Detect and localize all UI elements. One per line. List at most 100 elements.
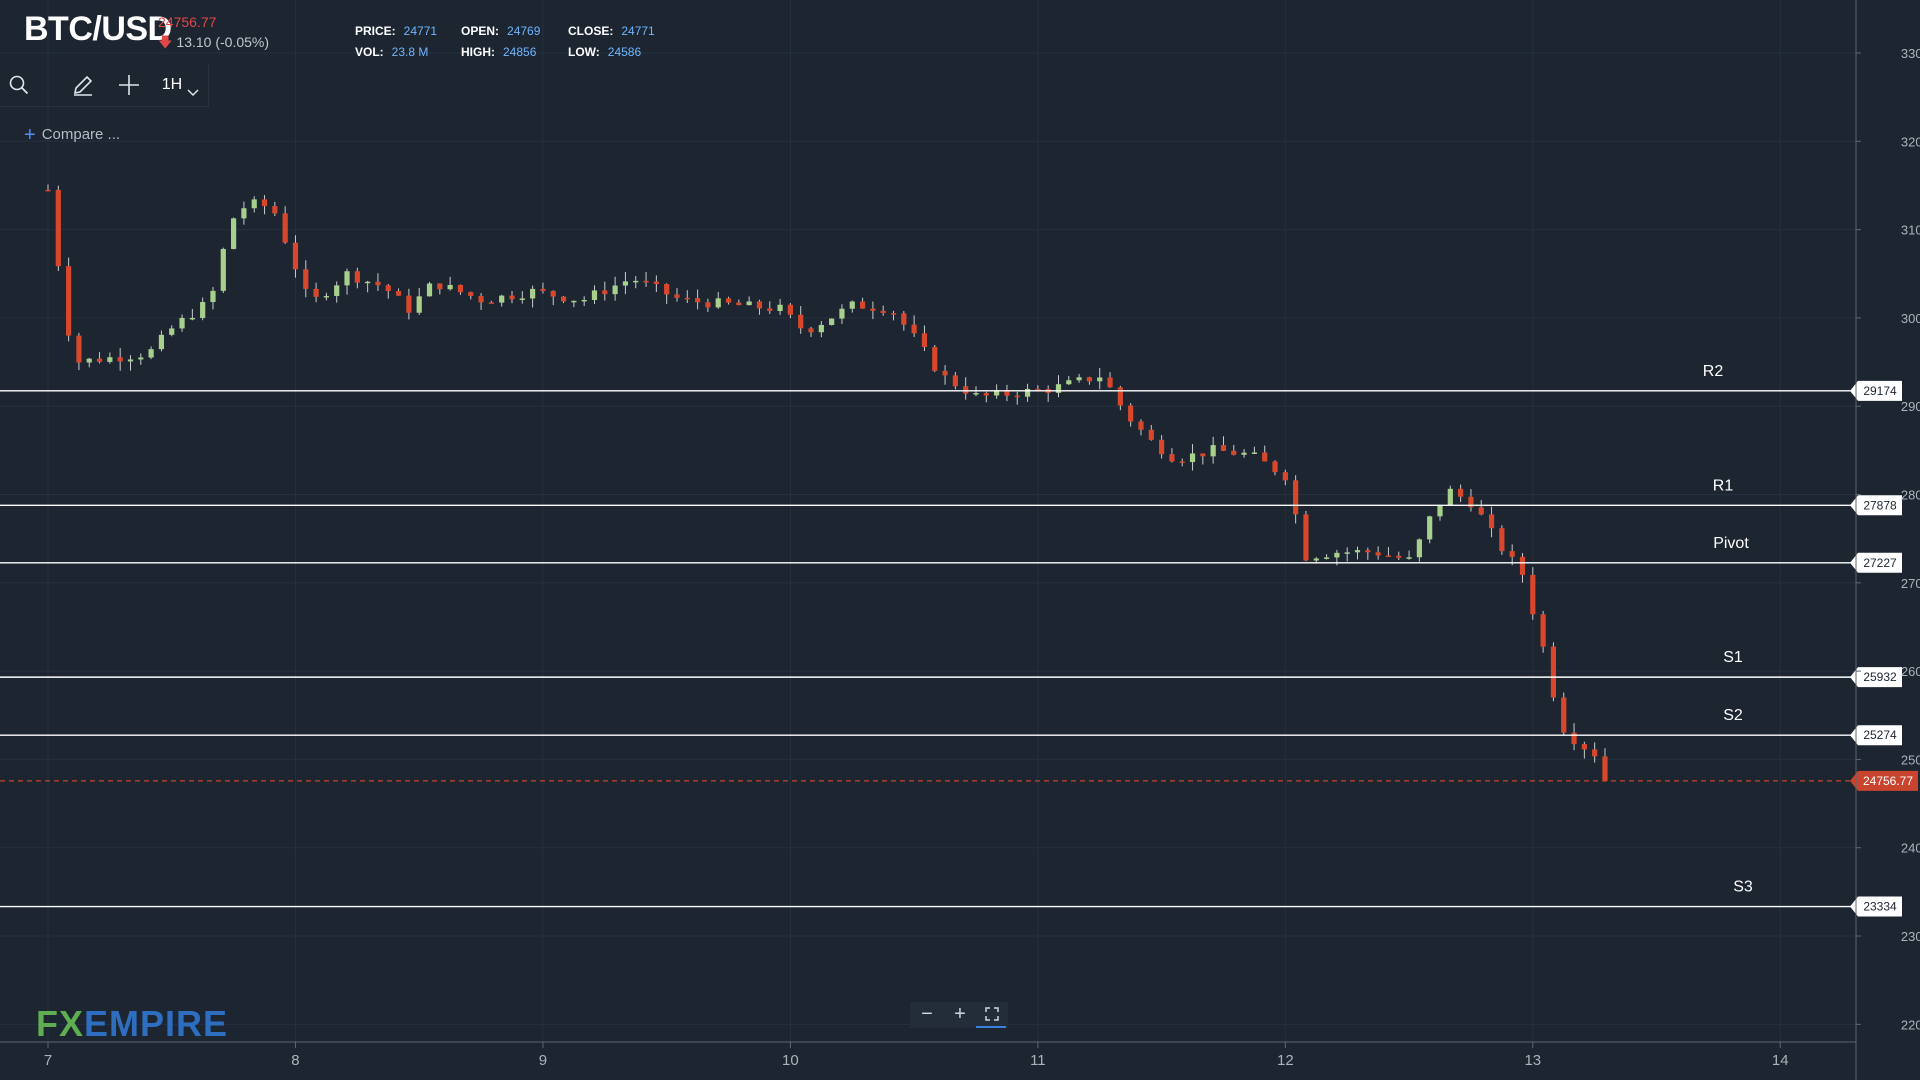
candle-down — [880, 310, 886, 314]
candle-down — [1375, 552, 1381, 556]
symbol-title[interactable]: BTC/USD — [24, 10, 172, 48]
search-button[interactable] — [4, 70, 34, 100]
candle-down — [550, 290, 556, 297]
candle-down — [1581, 744, 1587, 750]
candle-down — [272, 206, 278, 214]
x-tick-label: 7 — [44, 1052, 52, 1069]
zoom-out-button[interactable]: − — [921, 1003, 933, 1025]
candle-down — [1200, 453, 1206, 457]
candle-down — [55, 189, 61, 267]
candle-down — [1602, 756, 1608, 781]
zoom-in-button[interactable]: + — [954, 1003, 966, 1025]
zoom-controls: − + — [910, 1002, 1008, 1028]
stat-value: 24771 — [621, 24, 655, 38]
candle-down — [901, 313, 907, 325]
candle-down — [1499, 528, 1505, 552]
candle-up — [344, 271, 350, 286]
candle-down — [354, 271, 360, 283]
candle-down — [1148, 429, 1154, 440]
y-tick-label: 31000 — [1901, 223, 1920, 238]
candle-down — [282, 213, 288, 243]
candle-up — [189, 317, 195, 320]
candle-up — [220, 248, 226, 291]
candle-down — [674, 294, 680, 298]
candle-down — [787, 304, 793, 315]
candle-up — [365, 281, 371, 284]
candle-up — [138, 357, 144, 360]
candle-down — [1117, 387, 1123, 406]
x-tick-label: 8 — [291, 1052, 299, 1069]
candle-up — [829, 318, 835, 325]
candle-down — [870, 308, 876, 311]
candle-up — [1354, 550, 1361, 553]
candle-down — [695, 298, 701, 303]
candle-down — [1530, 574, 1536, 615]
crosshair-button[interactable] — [114, 70, 144, 100]
level-tag-label: 29174 — [1863, 384, 1897, 398]
candle-up — [839, 308, 845, 319]
candle-down — [1458, 488, 1464, 497]
candle-down — [921, 333, 928, 348]
candle-down — [45, 189, 51, 192]
current-price-tag: 24756.77 — [1850, 770, 1918, 791]
compare-button[interactable]: + Compare ... — [24, 124, 120, 147]
candle-down — [509, 295, 515, 300]
candle-down — [1571, 732, 1577, 745]
candle-up — [86, 358, 92, 363]
y-tick-label: 29000 — [1901, 399, 1920, 414]
candle-down — [890, 313, 897, 315]
candle-down — [756, 301, 763, 309]
candle-down — [66, 266, 72, 336]
candle-down — [1561, 697, 1567, 733]
candle-down — [767, 308, 773, 311]
stat-high: HIGH: 24856 — [461, 45, 536, 59]
level-tag-shape — [1850, 896, 1902, 917]
pencil-icon — [73, 75, 93, 96]
stat-value: 24586 — [607, 45, 642, 59]
draw-button[interactable] — [68, 70, 98, 100]
candle-down — [437, 283, 443, 290]
compare-label: Compare ... — [41, 126, 121, 143]
candle-up — [612, 285, 618, 295]
x-tick-label: 9 — [539, 1052, 547, 1069]
y-tick-label: 26000 — [1901, 664, 1920, 679]
candle-down — [1169, 454, 1175, 462]
candle-up — [426, 283, 433, 297]
change-value: 13.10 (-0.05%) — [176, 34, 270, 50]
candle-down — [1179, 461, 1185, 464]
candle-down — [1220, 445, 1227, 451]
candle-down — [1231, 450, 1237, 455]
stat-value: 24769 — [507, 24, 541, 38]
candle-down — [684, 297, 690, 300]
pivot-levels: R2 29174 R1 27878 Pivot 27227 S1 25932 S2 25274 S3… — [0, 363, 1918, 917]
stat-low: LOW: 24586 — [568, 45, 641, 59]
expand-icon — [985, 1007, 999, 1021]
level-tag-shape — [1850, 725, 1902, 746]
candle-down — [1272, 461, 1278, 473]
candle-up — [158, 334, 165, 350]
y-tick-label: 33000 — [1901, 46, 1920, 61]
fit-button[interactable] — [977, 1002, 1007, 1026]
candle-down — [540, 288, 546, 291]
candle-up — [1323, 557, 1330, 559]
candle-down — [798, 314, 804, 329]
timeframe-select[interactable]: 1H — [158, 70, 204, 100]
time-axis: 7 8 9 10 11 12 13 14 — [0, 1041, 1856, 1069]
candle-down — [303, 269, 309, 289]
candle-up — [210, 290, 216, 303]
search-icon — [9, 75, 29, 95]
y-tick-label: 28000 — [1901, 488, 1920, 503]
plus-icon: + — [24, 124, 36, 146]
stat-volume: VOL: 23.8 M — [355, 45, 428, 59]
candle-down — [1468, 496, 1474, 508]
candle-down — [395, 290, 402, 296]
candle-down — [1396, 555, 1402, 558]
candle-down — [1540, 614, 1546, 647]
candle-down — [117, 357, 123, 362]
x-tick-label: 11 — [1030, 1052, 1046, 1069]
candle-down — [1303, 514, 1309, 561]
candle-up — [1334, 552, 1340, 558]
candle-up — [994, 390, 1000, 396]
candle-down — [1107, 377, 1113, 388]
